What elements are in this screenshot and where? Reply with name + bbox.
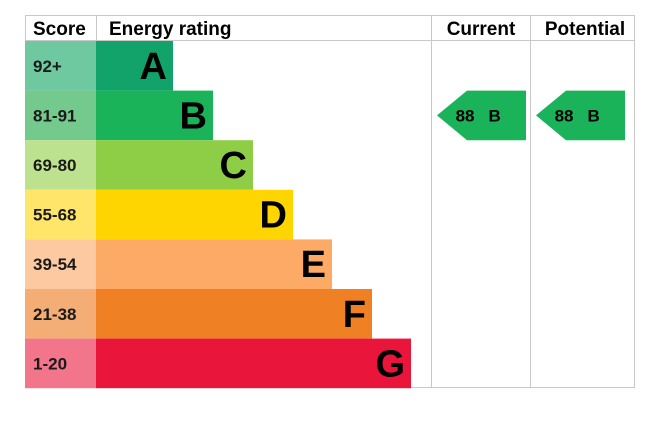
band-b-score-label: 81-91: [33, 106, 76, 125]
band-e-bar: [96, 239, 332, 289]
band-e-score-cell: [25, 239, 96, 289]
header-energy-rating: Energy rating: [109, 19, 231, 40]
band-b-bar: [96, 90, 213, 141]
band-a-score-cell: [25, 41, 96, 91]
band-f-bar: [96, 289, 372, 339]
band-g: 1-20 G: [25, 338, 411, 389]
current-rating-arrow: [437, 90, 526, 141]
band-f-score-label: 21-38: [33, 305, 76, 324]
rating-badges: 88 B 88 B: [437, 90, 625, 141]
band-a: 92+ A: [25, 41, 173, 91]
band-f: 21-38 F: [25, 289, 372, 339]
band-f-letter: F: [343, 294, 366, 336]
band-c-score-cell: [25, 140, 96, 190]
potential-rating-badge: 88 B: [536, 90, 625, 141]
header-current: Current: [447, 19, 516, 40]
band-c-letter: C: [220, 145, 247, 187]
band-a-letter: A: [140, 46, 167, 88]
band-d-score-cell: [25, 189, 96, 240]
band-a-score-label: 92+: [33, 57, 62, 76]
band-b: 81-91 B: [25, 90, 213, 141]
band-d: 55-68 D: [25, 189, 293, 240]
band-d-bar: [96, 189, 293, 240]
band-c: 69-80 C: [25, 140, 253, 190]
band-e-letter: E: [301, 244, 326, 286]
current-rating-letter: B: [489, 106, 501, 125]
band-d-letter: D: [260, 195, 287, 237]
band-b-letter: B: [180, 95, 207, 137]
band-g-score-cell: [25, 338, 96, 389]
band-e-score-label: 39-54: [33, 255, 77, 274]
rating-bands: 92+ A 81-91 B 69-80 C 55-68 D 39-54 E 21-38 F 1-20 G: [25, 41, 411, 389]
band-c-score-label: 69-80: [33, 156, 76, 175]
band-d-score-label: 55-68: [33, 206, 76, 225]
band-g-letter: G: [375, 343, 405, 385]
current-rating-value: 88: [456, 106, 475, 125]
header-potential: Potential: [545, 19, 625, 40]
current-rating-badge: 88 B: [437, 90, 526, 141]
band-e: 39-54 E: [25, 239, 332, 289]
band-g-score-label: 1-20: [33, 354, 67, 373]
band-b-score-cell: [25, 90, 96, 141]
band-a-bar: [96, 41, 173, 91]
potential-rating-arrow: [536, 90, 625, 141]
header-score: Score: [33, 19, 86, 40]
potential-rating-value: 88: [555, 106, 574, 125]
potential-rating-letter: B: [588, 106, 600, 125]
band-c-bar: [96, 140, 253, 190]
band-g-bar: [96, 338, 411, 389]
band-f-score-cell: [25, 289, 96, 339]
